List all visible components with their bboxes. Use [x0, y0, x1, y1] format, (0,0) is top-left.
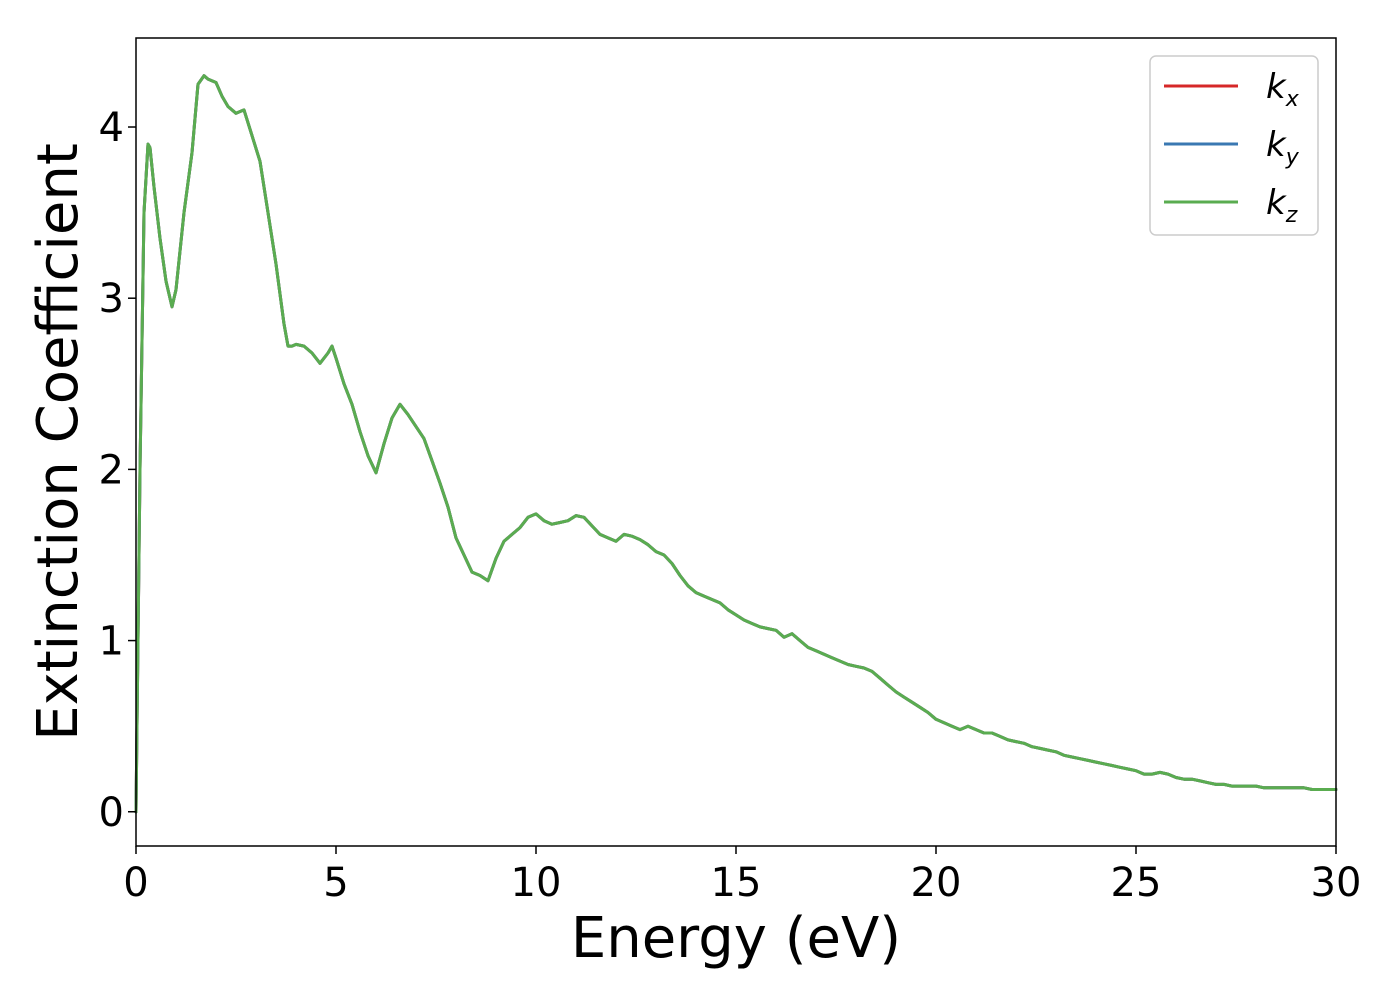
legend-label-x: kx	[1266, 67, 1300, 112]
plot-background	[136, 38, 1336, 846]
y-axis-label: Extinction Coefficient	[26, 143, 91, 741]
x-axis-label: Energy (eV)	[571, 906, 901, 971]
legend-label-y: ky	[1266, 125, 1300, 170]
y-tick-label: 0	[99, 790, 124, 836]
x-tick-label: 0	[123, 860, 148, 906]
series-line-z	[134, 74, 1338, 814]
x-tick-label: 20	[911, 860, 962, 906]
y-tick-label: 4	[99, 105, 124, 151]
x-axis-ticks: 0 5 10 15 20 25 30	[123, 846, 1361, 906]
x-tick-label: 30	[1311, 860, 1362, 906]
y-axis-ticks: 0 1 2 3 4	[99, 105, 136, 836]
y-tick-label: 3	[99, 276, 124, 322]
x-tick-label: 5	[323, 860, 348, 906]
y-tick-label: 2	[99, 447, 124, 493]
y-tick-label: 1	[99, 619, 124, 665]
x-tick-label: 15	[711, 860, 762, 906]
legend-label-z: kz	[1266, 183, 1298, 228]
legend: kx ky kz	[1149, 55, 1319, 236]
x-tick-label: 10	[511, 860, 562, 906]
series-layer	[134, 74, 1338, 814]
x-tick-label: 25	[1111, 860, 1162, 906]
